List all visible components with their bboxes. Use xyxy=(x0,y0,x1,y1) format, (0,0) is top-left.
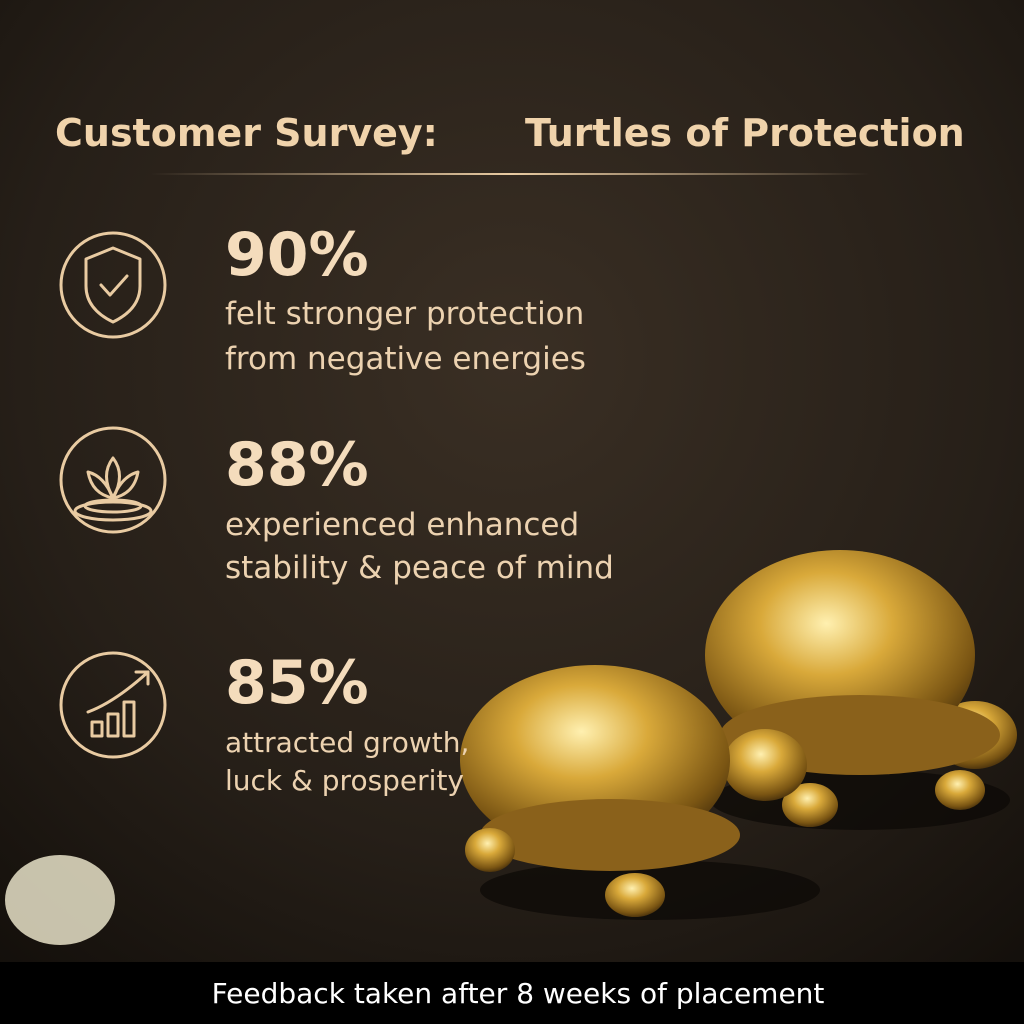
title-lead: Customer Survey: xyxy=(55,111,438,155)
stat-description: luck & prosperity xyxy=(225,764,464,797)
title-main: Turtles of Protection xyxy=(525,111,965,155)
footer-note: Feedback taken after 8 weeks of placemen… xyxy=(212,977,825,1010)
stat-value: 88% xyxy=(225,430,369,500)
stat-description: from negative energies xyxy=(225,341,586,377)
shield-icon xyxy=(59,231,167,339)
stat-value: 85% xyxy=(225,648,369,718)
divider xyxy=(150,173,870,175)
lotus-icon xyxy=(59,426,167,534)
turtle-figurines xyxy=(5,550,1017,945)
stat-description: experienced enhanced xyxy=(225,507,579,543)
stat-description: stability & peace of mind xyxy=(225,550,614,586)
stat-value: 90% xyxy=(225,220,369,290)
stat-description: attracted growth, xyxy=(225,726,469,759)
stat-description: felt stronger protection xyxy=(225,296,584,332)
growth-icon xyxy=(59,651,167,759)
footer-bar xyxy=(0,962,1024,1024)
